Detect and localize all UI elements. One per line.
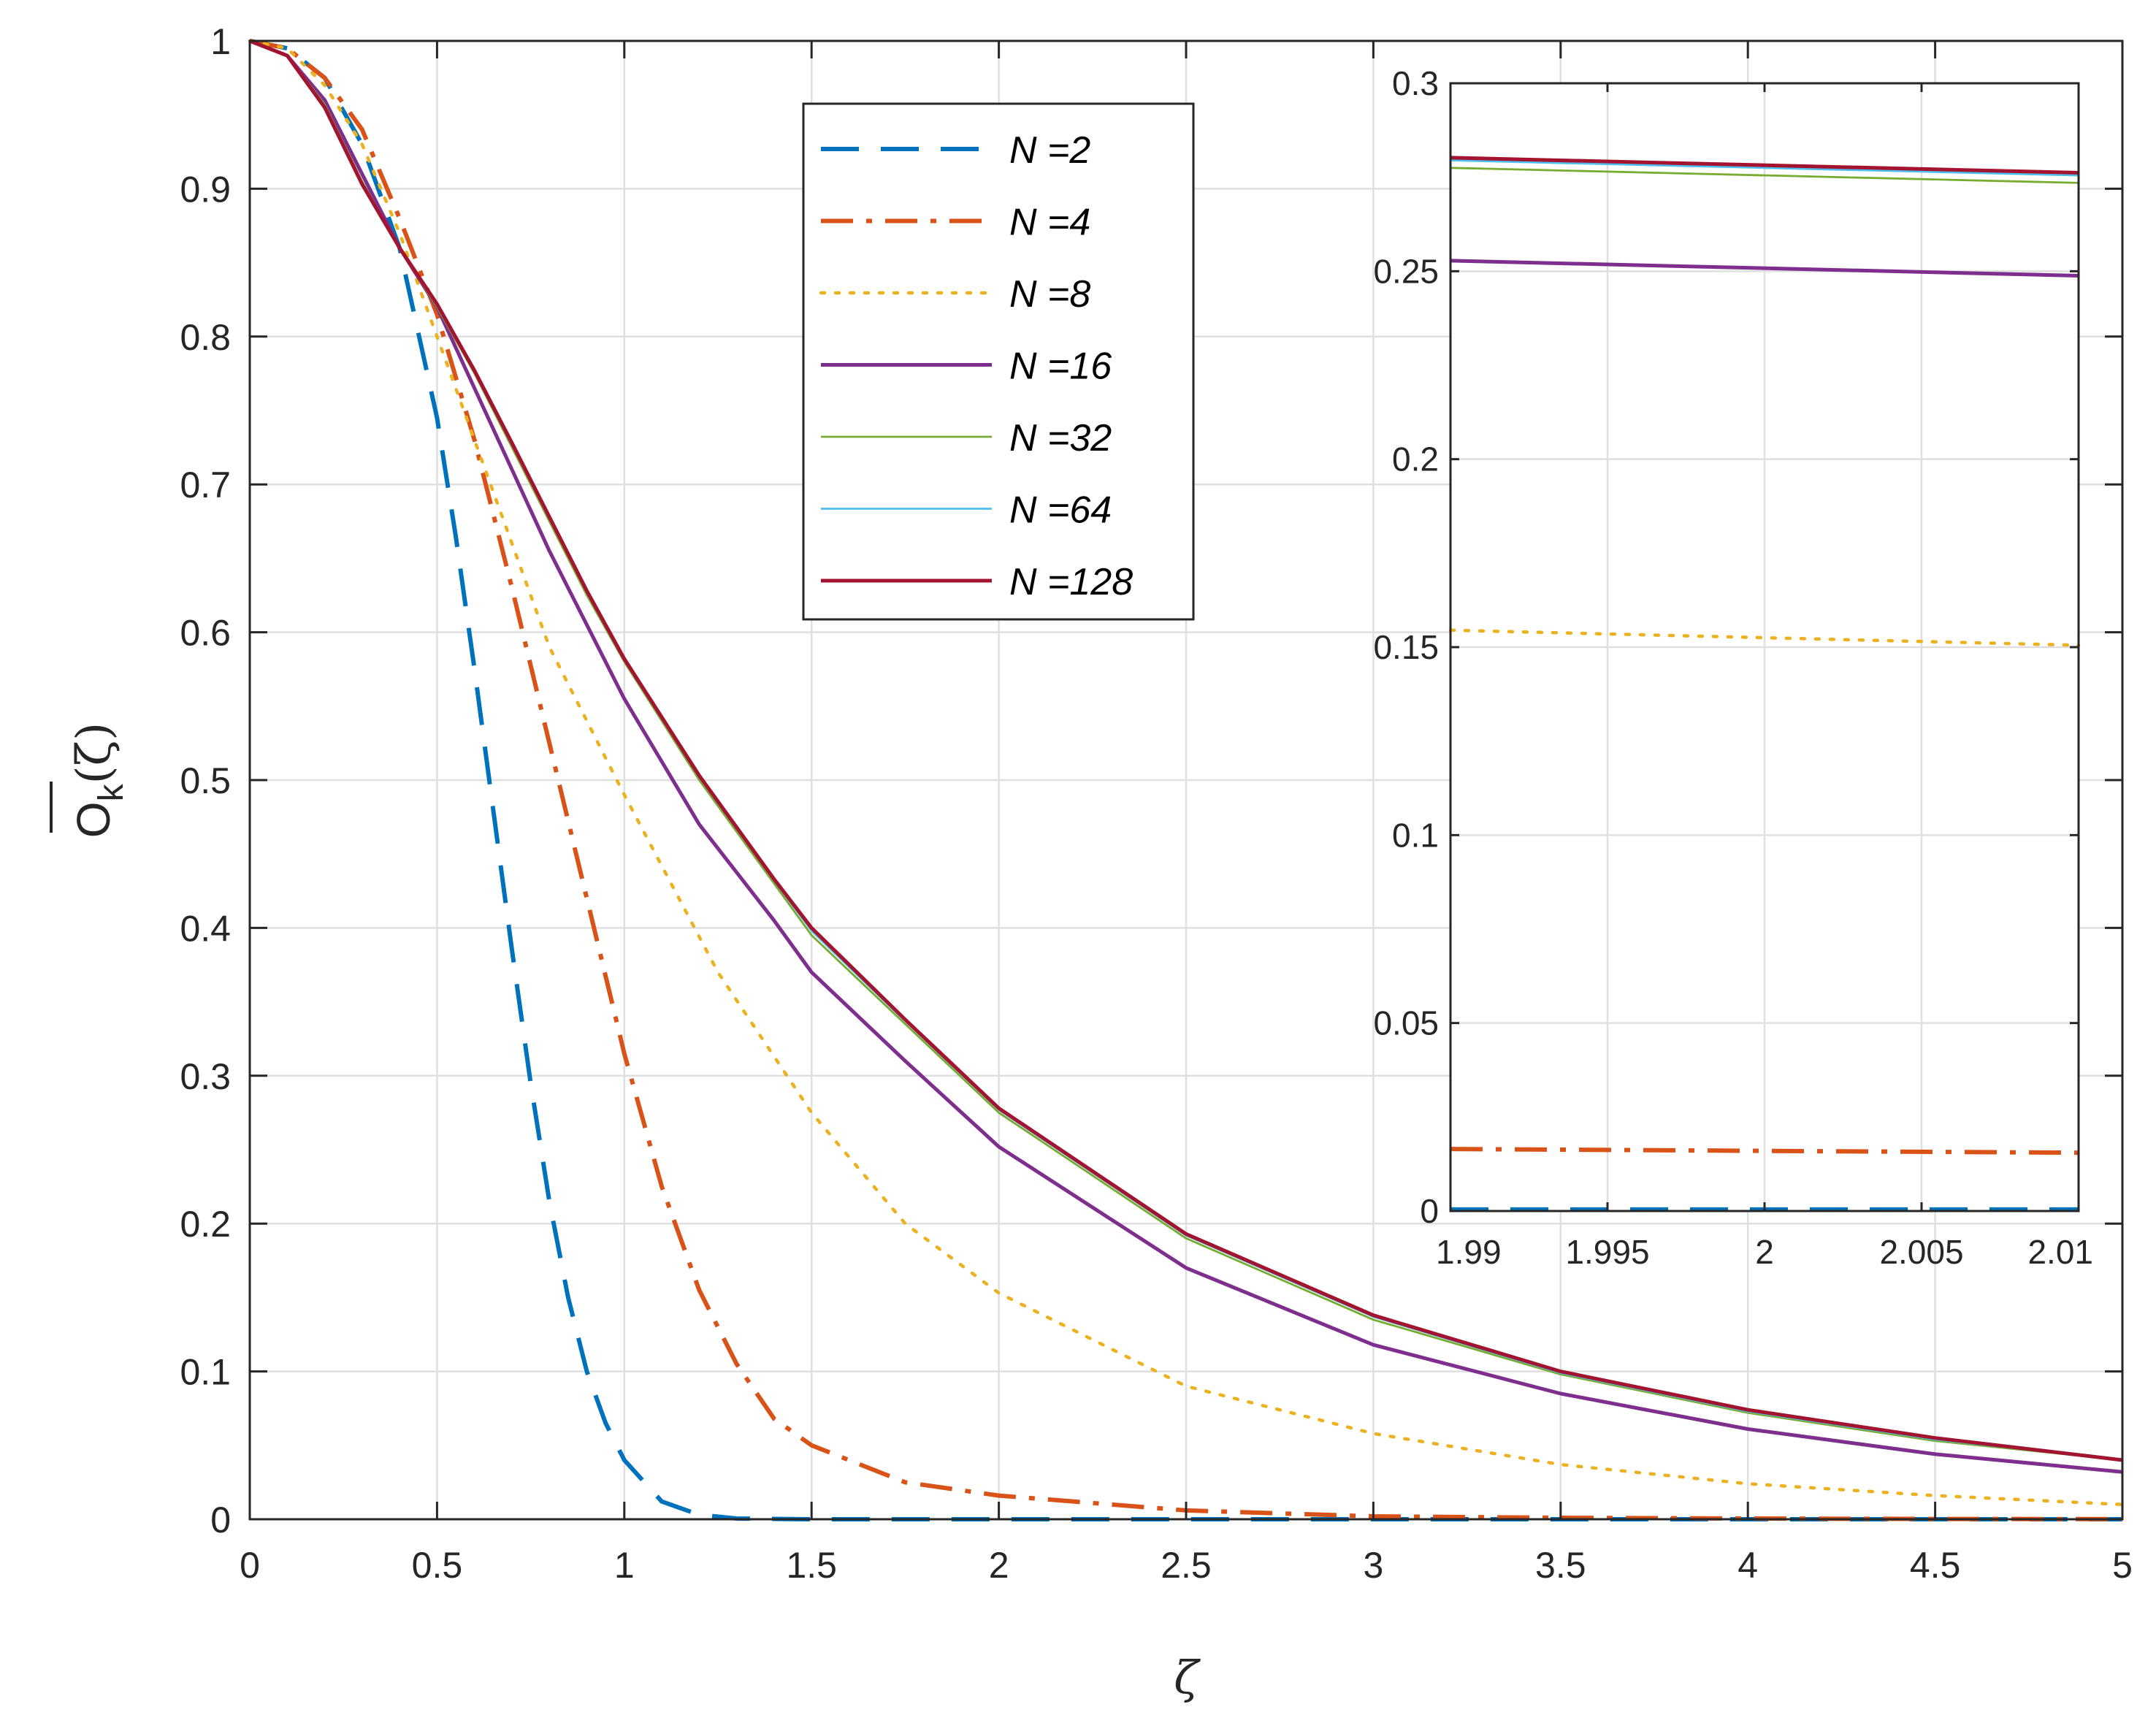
inset-xtick-labels: 1.99 1.995 2 2.005 2.01 [1436, 1233, 2093, 1271]
legend-entry: N =32 [821, 417, 1112, 459]
main-y-tick-label: 0.5 [180, 760, 231, 801]
inset-y-tick-label: 0.15 [1373, 628, 1439, 666]
main-x-tick-label: 1.5 [786, 1545, 837, 1586]
main-series-8 [248, 39, 2125, 1507]
inset-series-8 [1448, 628, 2081, 647]
main-y-tick-label: 0.9 [180, 169, 231, 210]
y-axis-label-subscript: k [92, 783, 131, 801]
main-series-16 [249, 39, 2123, 1474]
y-axis-label: Ok(ζ) [50, 722, 131, 838]
main-y-tick-label: 0.3 [180, 1056, 231, 1097]
inset-x-tick-label: 2.01 [2027, 1233, 2093, 1271]
legend-entry: N =64 [821, 489, 1112, 532]
main-x-tick-label: 4.5 [1910, 1545, 1961, 1586]
main-y-tick-label: 1 [210, 21, 231, 62]
inset-y-tick-label: 0.3 [1392, 64, 1439, 102]
inset-y-tick-label: 0.25 [1373, 252, 1439, 290]
inset-y-tick-label: 0.05 [1373, 1004, 1439, 1042]
legend-label: N =8 [1009, 273, 1090, 316]
main-series-128 [249, 39, 2123, 1462]
inset-y-tick-label: 0.1 [1392, 816, 1439, 854]
main-y-tick-label: 0.6 [180, 613, 231, 654]
main-x-tick-label: 1 [614, 1545, 635, 1586]
inset-series-128 [1450, 156, 2079, 175]
main-ytick-labels: 0 0.1 0.2 0.3 0.4 0.5 0.6 0.7 0.8 0.9 1 [180, 21, 231, 1540]
legend-entry: N =2 [821, 129, 1090, 172]
legend-label: N =128 [1009, 561, 1133, 603]
inset-x-tick-label: 1.995 [1565, 1233, 1649, 1271]
inset-series-64 [1450, 159, 2079, 177]
main-x-tick-label: 3.5 [1535, 1545, 1586, 1586]
main-x-tick-label: 2.5 [1161, 1545, 1212, 1586]
main-y-tick-label: 0.2 [180, 1204, 231, 1245]
inset-axes: 1.99 1.995 2 2.005 2.01 00.050.10.150.20.250… [1373, 64, 2093, 1271]
y-axis-label-main: O [67, 801, 120, 838]
legend: N =2 N =4 N =8 N =16 N =32 N =64 N =128 [802, 102, 1195, 621]
legend-entries: N =2 N =4 N =8 N =16 N =32 N =64 N =128 [819, 129, 1133, 603]
inset-series-4 [1450, 1147, 2079, 1156]
main-ticks [248, 39, 2124, 1521]
inset-y-tick-label: 0 [1420, 1192, 1439, 1230]
main-y-tick-label: 0 [210, 1500, 231, 1540]
legend-entry: N =4 [821, 202, 1090, 244]
inset-x-tick-label: 1.99 [1436, 1233, 1502, 1271]
main-x-tick-label: 3 [1363, 1545, 1383, 1586]
y-axis-label-text: Ok(ζ) [67, 722, 131, 838]
main-x-tick-label: 0 [240, 1545, 260, 1586]
inset-series-32 [1450, 167, 2079, 184]
inset-ytick-labels: 0 0.05 0.1 0.15 0.2 0.25 0.3 [1373, 64, 1439, 1230]
main-x-tick-label: 2 [989, 1545, 1009, 1586]
main-y-tick-label: 0.4 [180, 908, 231, 949]
main-y-tick-label: 0.7 [180, 465, 231, 505]
inset-ticks [1449, 82, 2080, 1212]
x-axis-label: ζ [1174, 1651, 1201, 1704]
main-y-tick-label: 0.8 [180, 317, 231, 358]
legend-label: N =4 [1009, 202, 1090, 244]
legend-box [802, 102, 1195, 621]
legend-label: N =16 [1009, 345, 1112, 388]
main-x-tick-label: 4 [1738, 1545, 1758, 1586]
main-y-tick-label: 0.1 [180, 1352, 231, 1393]
main-x-tick-label: 5 [2112, 1545, 2133, 1586]
inset-y-tick-label: 0.2 [1392, 440, 1439, 478]
inset-x-tick-label: 2 [1755, 1233, 1774, 1271]
legend-entry: N =8 [819, 273, 1090, 316]
main-x-tick-label: 0.5 [412, 1545, 463, 1586]
legend-entry: N =128 [821, 561, 1133, 603]
main-series-4 [249, 39, 2123, 1521]
legend-label: N =2 [1009, 129, 1090, 172]
legend-label: N =64 [1009, 489, 1112, 532]
main-xtick-labels: 0 0.5 1 1.5 2 2.5 3 3.5 4 4.5 5 [240, 1545, 2133, 1586]
inset-x-tick-label: 2.005 [1879, 1233, 1963, 1271]
y-axis-label-suffix: (ζ) [67, 722, 121, 784]
legend-label: N =32 [1009, 417, 1112, 459]
inset-series-16 [1450, 259, 2079, 278]
legend-entry: N =16 [821, 345, 1112, 388]
